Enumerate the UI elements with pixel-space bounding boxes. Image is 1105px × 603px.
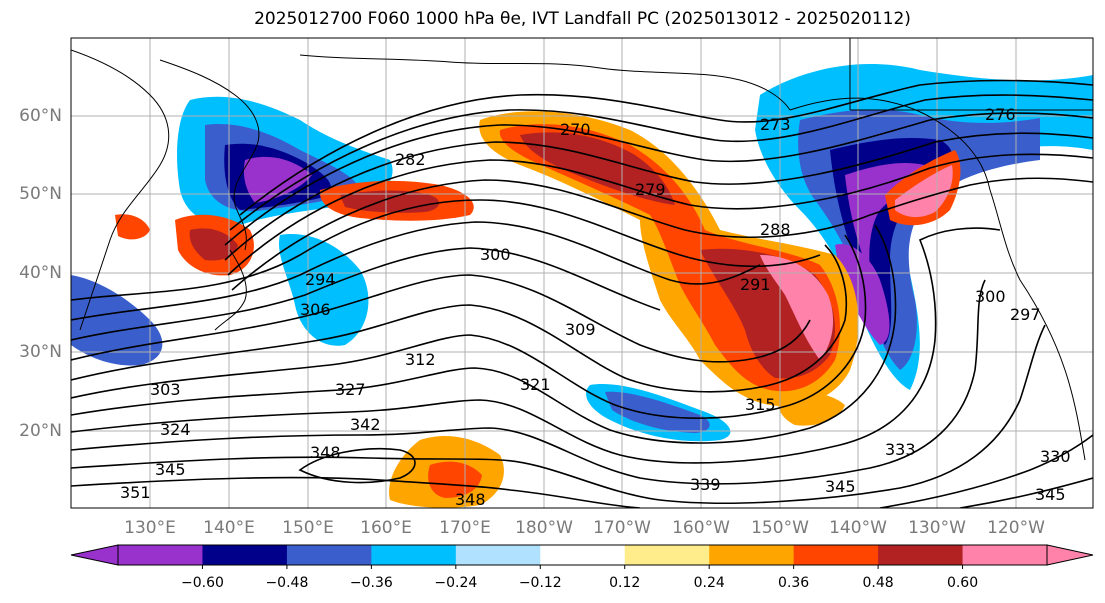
colorbar-segment	[286, 545, 372, 565]
contour-label: 345	[1035, 485, 1066, 504]
coastlines	[71, 38, 1093, 461]
ivt-shading	[71, 64, 1093, 508]
contour-labels: 270 273 276 279 282 288 291 294 297 300 …	[120, 105, 1071, 509]
colorbar-frame	[117, 544, 1048, 566]
contour-label: 321	[520, 375, 551, 394]
colorbar-segment	[455, 545, 541, 565]
map-title: 2025012700 F060 1000 hPa θe, IVT Landfal…	[254, 9, 911, 29]
colorbar-segment	[793, 545, 879, 565]
contour-label: 273	[760, 115, 791, 134]
colorbar-tick-label: 0.12	[609, 575, 641, 591]
colorbar-segment	[540, 545, 626, 565]
contour-label: 300	[975, 287, 1006, 306]
contour-label: 339	[690, 475, 721, 494]
contour-label: 294	[305, 270, 336, 289]
lon-label: 130°W	[908, 518, 966, 538]
lat-label: 20°N	[19, 421, 62, 441]
graticule	[71, 38, 1093, 508]
colorbar-segment	[202, 545, 288, 565]
colorbar-tick-label: −0.12	[518, 575, 562, 591]
colorbar-tick-label: −0.36	[349, 575, 393, 591]
lon-label: 170°E	[439, 518, 491, 538]
lat-label: 60°N	[19, 106, 62, 126]
contour-label: 276	[985, 105, 1016, 124]
colorbar	[70, 544, 1094, 569]
lat-label: 40°N	[19, 263, 62, 283]
contour-label: 345	[155, 460, 186, 479]
contour-label: 288	[760, 220, 791, 239]
contour-label: 309	[565, 320, 596, 339]
lon-label: 160°W	[672, 518, 730, 538]
contour-label: 342	[350, 415, 381, 434]
contour-label: 315	[745, 395, 776, 414]
contour-label: 333	[885, 440, 916, 459]
colorbar-tick-label: −0.60	[181, 575, 224, 591]
contour-label: 303	[150, 380, 181, 399]
lon-label: 120°W	[987, 518, 1045, 538]
contour-label: 327	[335, 380, 366, 399]
lon-label: 160°E	[360, 518, 412, 538]
contour-label: 306	[300, 300, 331, 319]
contour-label: 297	[1010, 305, 1041, 324]
colorbar-max-extension	[1046, 544, 1094, 566]
colorbar-tick-label: 0.48	[862, 575, 894, 591]
lat-label: 30°N	[19, 342, 62, 362]
contour-label: 345	[825, 477, 856, 496]
lon-label: 180°W	[515, 518, 573, 538]
contour-label: 330	[1040, 447, 1071, 466]
contour-label: 291	[740, 275, 771, 294]
colorbar-segment	[624, 545, 710, 565]
colorbar-segment	[878, 545, 964, 565]
contour-label: 324	[160, 420, 191, 439]
colorbar-tick-label: −0.48	[265, 575, 309, 591]
lon-label: 140°W	[829, 518, 887, 538]
lon-label: 150°E	[282, 518, 334, 538]
lat-label: 50°N	[19, 184, 62, 204]
contour-label: 348	[310, 443, 341, 462]
colorbar-segment	[371, 545, 457, 565]
colorbar-tick-label: 0.60	[946, 575, 979, 591]
colorbar-segment	[962, 545, 1048, 565]
contour-label: 279	[635, 180, 666, 199]
contour-label: 300	[480, 245, 511, 264]
contour-label: 348	[455, 490, 486, 509]
colorbar-tick-label: 0.24	[693, 575, 725, 591]
lon-label: 150°W	[751, 518, 809, 538]
map-frame	[70, 37, 1094, 509]
lon-label: 130°E	[124, 518, 176, 538]
colorbar-min-extension	[70, 544, 119, 566]
colorbar-segment	[118, 545, 203, 565]
theta-e-contours	[71, 79, 1093, 508]
lon-label: 140°E	[203, 518, 255, 538]
lon-label: 170°W	[593, 518, 651, 538]
colorbar-tick-label: −0.24	[434, 575, 478, 591]
colorbar-segment	[709, 545, 795, 565]
contour-label: 351	[120, 483, 151, 502]
contour-label: 282	[395, 150, 426, 169]
contour-label: 270	[560, 120, 591, 139]
contour-label: 312	[405, 350, 436, 369]
colorbar-tick-label: 0.36	[778, 575, 810, 591]
